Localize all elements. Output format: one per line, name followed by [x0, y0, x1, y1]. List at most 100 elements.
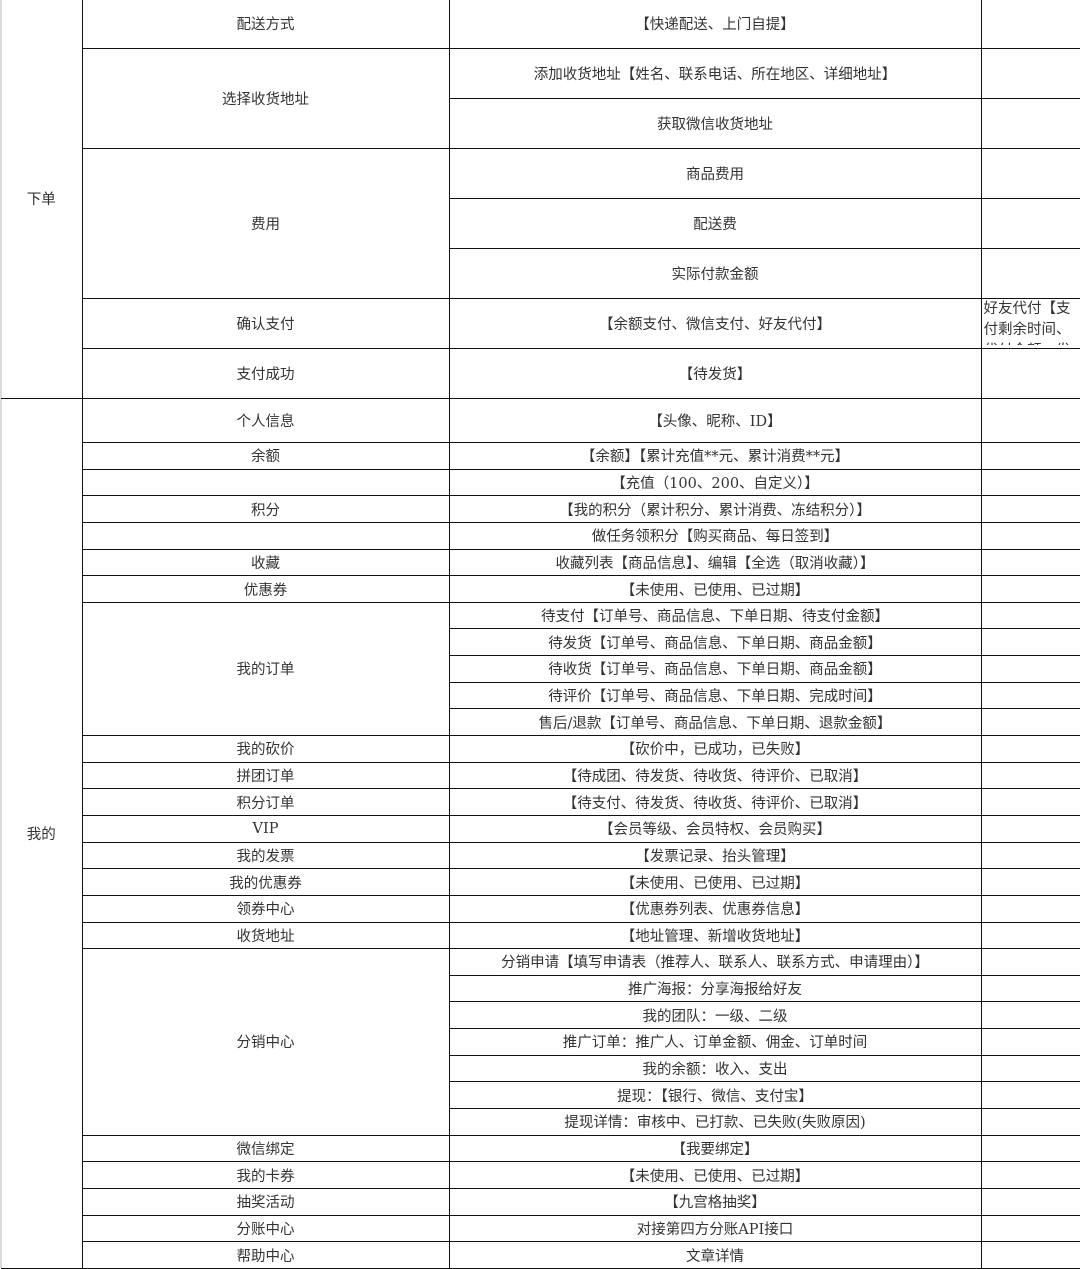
table-row: 费用商品费用	[1, 149, 1080, 199]
note-cell	[981, 789, 1080, 816]
detail-cell: 推广海报：分享海报给好友	[449, 975, 981, 1002]
detail-cell: 对接第四方分账API接口	[449, 1215, 981, 1242]
note-cell	[981, 1162, 1080, 1189]
feature-cell: 领券中心	[82, 895, 449, 922]
detail-cell: 提现详情：审核中、已打款、已失败(失败原因)	[449, 1109, 981, 1136]
table-row: 确认支付【余额支付、微信支付、好友代付】好友代付【支付剩余时间、代付金额、发	[1, 299, 1080, 349]
detail-cell: 【优惠券列表、优惠券信息】	[449, 895, 981, 922]
table-row: 我的砍价【砍价中，已成功，已失败】	[1, 736, 1080, 763]
detail-cell: 【我要绑定】	[449, 1135, 981, 1162]
feature-cell: 收货地址	[82, 922, 449, 949]
table-row: VIP【会员等级、会员特权、会员购买】	[1, 815, 1080, 842]
note-cell	[981, 49, 1080, 99]
table-row: 积分【我的积分（累计积分、累计消费、冻结积分）】	[1, 496, 1080, 523]
note-cell	[981, 0, 1080, 49]
detail-cell: 【会员等级、会员特权、会员购买】	[449, 815, 981, 842]
detail-cell: 待评价【订单号、商品信息、下单日期、完成时间】	[449, 682, 981, 709]
note-cell	[981, 1215, 1080, 1242]
table-row: 余额【余额】【累计充值**元、累计消费**元】	[1, 443, 1080, 470]
detail-cell: 【我的积分（累计积分、累计消费、冻结积分）】	[449, 496, 981, 523]
detail-cell: 待支付【订单号、商品信息、下单日期、待支付金额】	[449, 602, 981, 629]
table-row: 我的发票【发票记录、抬头管理】	[1, 842, 1080, 869]
table-row: 积分订单【待支付、待发货、待收货、待评价、已取消】	[1, 789, 1080, 816]
table-row: 优惠券【未使用、已使用、已过期】	[1, 576, 1080, 603]
note-cell	[981, 602, 1080, 629]
table-row: 下单配送方式【快递配送、上门自提】	[1, 0, 1080, 49]
note-cell	[981, 99, 1080, 149]
table-row: 帮助中心文章详情	[1, 1242, 1080, 1269]
note-cell	[981, 922, 1080, 949]
note-cell	[981, 1002, 1080, 1029]
detail-cell: 我的团队：一级、二级	[449, 1002, 981, 1029]
note-text: 好友代付【支付剩余时间、代付金额、发	[984, 299, 1080, 345]
detail-cell: 【未使用、已使用、已过期】	[449, 1162, 981, 1189]
detail-cell: 【头像、昵称、ID】	[449, 399, 981, 443]
note-cell	[981, 522, 1080, 549]
section-label: 我的	[1, 399, 82, 1269]
table-row: 【充值（100、200、自定义）】	[1, 469, 1080, 496]
feature-cell: 抽奖活动	[82, 1188, 449, 1215]
detail-cell: 【发票记录、抬头管理】	[449, 842, 981, 869]
note-cell	[981, 869, 1080, 896]
feature-cell: 微信绑定	[82, 1135, 449, 1162]
feature-cell: 费用	[82, 149, 449, 299]
detail-cell: 售后/退款【订单号、商品信息、下单日期、退款金额】	[449, 709, 981, 736]
note-cell	[981, 549, 1080, 576]
note-cell	[981, 1135, 1080, 1162]
feature-cell: 我的砍价	[82, 736, 449, 763]
note-cell	[981, 469, 1080, 496]
table-row: 微信绑定【我要绑定】	[1, 1135, 1080, 1162]
detail-cell: 提现：【银行、微信、支付宝】	[449, 1082, 981, 1109]
note-cell	[981, 842, 1080, 869]
feature-cell	[82, 469, 449, 496]
note-cell	[981, 249, 1080, 299]
table-row: 做任务领积分【购买商品、每日签到】	[1, 522, 1080, 549]
feature-cell: 优惠券	[82, 576, 449, 603]
feature-cell: 我的发票	[82, 842, 449, 869]
note-cell	[981, 1188, 1080, 1215]
table-row: 我的订单待支付【订单号、商品信息、下单日期、待支付金额】	[1, 602, 1080, 629]
note-cell	[981, 762, 1080, 789]
note-cell	[981, 1242, 1080, 1269]
detail-cell: 我的余额：收入、支出	[449, 1055, 981, 1082]
note-cell	[981, 576, 1080, 603]
note-cell	[981, 496, 1080, 523]
note-cell	[981, 1109, 1080, 1136]
detail-cell: 【九宫格抽奖】	[449, 1188, 981, 1215]
detail-cell: 收藏列表【商品信息】、编辑【全选（取消收藏）】	[449, 549, 981, 576]
feature-cell: 个人信息	[82, 399, 449, 443]
note-cell	[981, 629, 1080, 656]
detail-cell: 添加收货地址【姓名、联系电话、所在地区、详细地址】	[449, 49, 981, 99]
detail-cell: 【快递配送、上门自提】	[449, 0, 981, 49]
note-cell	[981, 349, 1080, 399]
note-cell	[981, 1029, 1080, 1056]
table-row: 我的个人信息【头像、昵称、ID】	[1, 399, 1080, 443]
feature-cell: 支付成功	[82, 349, 449, 399]
note-cell	[981, 199, 1080, 249]
note-cell	[981, 975, 1080, 1002]
table-row: 我的优惠券【未使用、已使用、已过期】	[1, 869, 1080, 896]
detail-cell: 【待支付、待发货、待收货、待评价、已取消】	[449, 789, 981, 816]
feature-cell: 选择收货地址	[82, 49, 449, 149]
detail-cell: 配送费	[449, 199, 981, 249]
table-row: 拼团订单【待成团、待发货、待收货、待评价、已取消】	[1, 762, 1080, 789]
detail-cell: 【充值（100、200、自定义）】	[449, 469, 981, 496]
note-cell	[981, 682, 1080, 709]
table-row: 选择收货地址添加收货地址【姓名、联系电话、所在地区、详细地址】	[1, 49, 1080, 99]
detail-cell: 【余额】【累计充值**元、累计消费**元】	[449, 443, 981, 470]
detail-cell: 【地址管理、新增收货地址】	[449, 922, 981, 949]
feature-cell	[82, 522, 449, 549]
table-row: 收藏收藏列表【商品信息】、编辑【全选（取消收藏）】	[1, 549, 1080, 576]
detail-cell: 商品费用	[449, 149, 981, 199]
feature-cell: 确认支付	[82, 299, 449, 349]
note-cell	[981, 815, 1080, 842]
detail-cell: 【待成团、待发货、待收货、待评价、已取消】	[449, 762, 981, 789]
note-cell	[981, 949, 1080, 976]
detail-cell: 【未使用、已使用、已过期】	[449, 869, 981, 896]
feature-cell: 分销中心	[82, 949, 449, 1135]
feature-cell: 我的订单	[82, 602, 449, 735]
table-row: 支付成功【待发货】	[1, 349, 1080, 399]
detail-cell: 文章详情	[449, 1242, 981, 1269]
table-row: 收货地址【地址管理、新增收货地址】	[1, 922, 1080, 949]
